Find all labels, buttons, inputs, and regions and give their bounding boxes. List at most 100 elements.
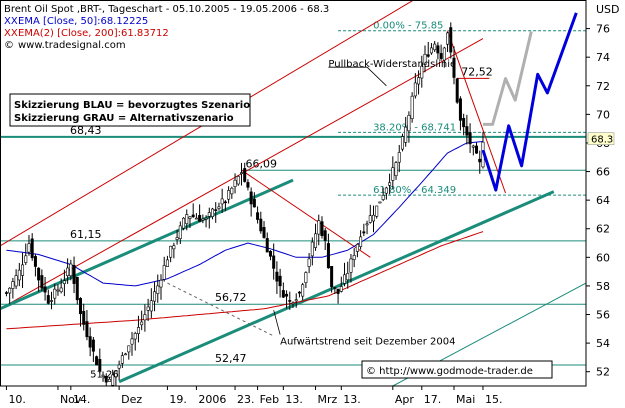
trendline-pullback-line [241, 169, 371, 258]
price-bar-body [407, 115, 411, 132]
price-bar-body [17, 269, 21, 281]
price-bar-body [468, 132, 472, 145]
price-bar-body [98, 359, 102, 372]
level-label: 56,72 [215, 291, 247, 304]
x-tick-label: 2006 [198, 393, 226, 406]
price-bar-body [136, 327, 140, 334]
price-bar-body [56, 289, 60, 292]
price-bar-body [391, 167, 395, 181]
price-bar-body [27, 243, 31, 253]
price-bar-body [140, 321, 144, 326]
x-tick-label: 10. [8, 393, 26, 406]
price-bar-body [236, 176, 240, 185]
price-bar-body [436, 45, 440, 54]
y-tick-label: 64 [596, 194, 610, 207]
price-bar-body [294, 299, 298, 302]
scenario-legend-box [9, 93, 251, 127]
price-bar-body [452, 57, 456, 78]
price-bar-body [423, 54, 427, 65]
annotation-label: Pullback-Widerstandslinie [328, 59, 456, 70]
price-bar-body [46, 295, 50, 304]
price-bar-body [130, 338, 134, 345]
price-bar-body [314, 233, 318, 248]
y-tick-label: 62 [596, 223, 610, 236]
price-bar-body [4, 292, 8, 294]
price-bar-body [172, 245, 176, 250]
y-tick-label: 56 [596, 309, 610, 322]
price-bar-body [91, 339, 95, 352]
price-bar-body [43, 286, 47, 293]
price-bar-body [75, 276, 79, 301]
price-bar-body [124, 353, 128, 356]
price-bar-body [281, 290, 285, 298]
y-tick-label: 54 [596, 337, 610, 350]
price-bar-body [368, 215, 372, 223]
price-bar-body [410, 95, 414, 119]
price-bar-body [268, 250, 272, 257]
y-tick-label: 72 [596, 80, 610, 93]
price-bar-body [114, 370, 118, 378]
x-tick-label: Apr [395, 393, 415, 406]
x-tick-label: Feb [260, 393, 279, 406]
price-bar-body [201, 218, 205, 221]
annotation-layer: Pullback-Widerstandslinie Aufwärtstrend s… [90, 59, 456, 380]
level-label: 72,52 [461, 65, 493, 78]
y-tick-label: 66 [596, 166, 610, 179]
header-prefix: © [4, 40, 14, 51]
price-bar-body [243, 168, 247, 182]
scenario-legend-line1: Skizzierung BLAU = bevorzugtes Szenario [14, 100, 250, 111]
price-bar-body [297, 291, 301, 294]
price-bar-body [207, 212, 211, 217]
annotation-pointer [273, 310, 281, 335]
price-bar-body [343, 274, 347, 284]
price-bar-body [50, 300, 54, 302]
x-tick-label: 14. [73, 393, 91, 406]
x-tick-label: Mrz [318, 393, 338, 406]
price-bar-body [291, 302, 295, 305]
price-bar-body [404, 126, 408, 143]
price-bar-body [307, 258, 311, 267]
price-bar-body [336, 288, 340, 294]
price-bar-body [198, 215, 202, 222]
price-bar-body [462, 118, 466, 128]
scenario-blue-line [481, 12, 578, 192]
price-bar-body [21, 264, 25, 276]
price-bar-body [429, 47, 433, 54]
price-bar-body [30, 238, 34, 259]
last-price-label: 68.3 [591, 135, 613, 146]
header-prefix: XX [4, 28, 18, 39]
y-tick-label: 76 [596, 23, 610, 36]
header-line: EMA [Close, 50]:68.12225 [18, 16, 148, 27]
annotation-label: Aufwärtstrend seit Dezember 2004 [280, 337, 455, 348]
price-bar-body [384, 187, 388, 194]
price-bar-body [413, 82, 417, 97]
price-bar-body [455, 78, 459, 103]
trendline-uptrend-upper [0, 178, 294, 311]
price-bar-body [127, 345, 131, 353]
y-tick-label: 74 [596, 51, 610, 64]
price-bar-body [275, 271, 279, 282]
x-tick-label: 13. [285, 393, 303, 406]
price-bar-body [33, 256, 37, 267]
price-bar-body [11, 281, 15, 289]
copyright-label: © http://www.godmode-trader.de [366, 366, 533, 377]
scenario-legend-line2: Skizzierung GRAU = Alternativszenario [14, 113, 234, 124]
scenario-grey-line [483, 31, 533, 126]
level-label: 52,47 [215, 352, 247, 365]
price-bar-body [117, 364, 121, 369]
price-bar-body [37, 267, 41, 281]
price-bar-body [355, 244, 359, 252]
header-line: EMA(2) [Close, 200]:61.83712 [18, 28, 169, 39]
price-bar-body [78, 298, 82, 315]
price-bar-body [194, 217, 198, 220]
price-bar-body [339, 286, 343, 292]
dashed-guide [167, 282, 274, 337]
price-bar-body [204, 217, 208, 220]
price-bar-body [378, 201, 382, 204]
price-bar-body [146, 306, 150, 311]
price-bar-body [439, 53, 443, 59]
price-bar-body [182, 217, 186, 229]
price-bar-body [239, 172, 243, 174]
price-bar-body [88, 336, 92, 348]
